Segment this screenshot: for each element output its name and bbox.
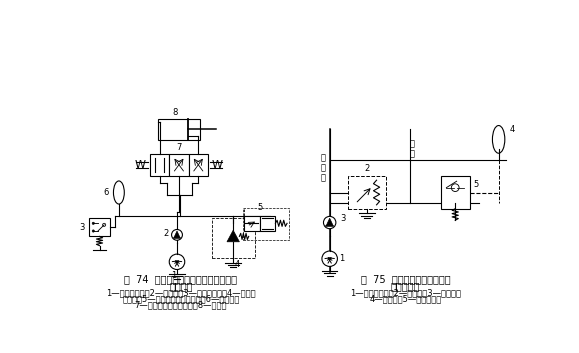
- Polygon shape: [174, 231, 180, 238]
- Circle shape: [92, 222, 94, 225]
- Text: 7: 7: [176, 143, 182, 152]
- Text: 2: 2: [163, 229, 168, 238]
- Ellipse shape: [492, 126, 505, 153]
- Text: 加载回路: 加载回路: [169, 281, 193, 291]
- Text: 4: 4: [234, 259, 240, 269]
- Bar: [347, 176, 386, 209]
- Bar: [244, 216, 260, 231]
- Text: 3: 3: [340, 214, 346, 223]
- Circle shape: [169, 254, 185, 269]
- Circle shape: [324, 216, 336, 229]
- Text: 溢流阀；5—二位二通电磁换向阀；6—蓄能器；: 溢流阀；5—二位二通电磁换向阀；6—蓄能器；: [122, 294, 240, 303]
- Text: 5: 5: [474, 180, 479, 189]
- Bar: [441, 176, 470, 209]
- Text: 图  75  用压力继电器控制顺序: 图 75 用压力继电器控制顺序: [361, 274, 450, 284]
- Text: 图  74  用压力继电器的液压泵的卸荷与: 图 74 用压力继电器的液压泵的卸荷与: [124, 274, 237, 284]
- Bar: [243, 208, 290, 240]
- Text: 1—定量液压泵；2—溢流阀；3—单向阀；: 1—定量液压泵；2—溢流阀；3—单向阀；: [350, 288, 461, 297]
- Bar: [260, 216, 276, 231]
- Text: 7—三位四通电磁换向阀；8—液压缸: 7—三位四通电磁换向阀；8—液压缸: [135, 300, 227, 310]
- Text: 3: 3: [80, 223, 85, 232]
- Text: 2: 2: [364, 164, 369, 173]
- Text: W: W: [135, 160, 146, 170]
- Bar: [169, 154, 189, 175]
- Text: 4: 4: [510, 125, 515, 134]
- Polygon shape: [227, 230, 239, 242]
- Text: 4—蓄能器；5—压力继电器: 4—蓄能器；5—压力继电器: [369, 294, 442, 303]
- Text: 1: 1: [339, 254, 345, 263]
- Text: 6: 6: [104, 188, 109, 197]
- Text: 5: 5: [257, 203, 262, 213]
- Circle shape: [322, 251, 338, 267]
- Bar: [189, 154, 208, 175]
- Text: 支
路: 支 路: [409, 139, 415, 158]
- Text: 动作的回路: 动作的回路: [391, 281, 420, 291]
- Text: W: W: [212, 160, 223, 170]
- Text: 8: 8: [173, 108, 178, 117]
- Bar: [150, 154, 169, 175]
- Text: 1: 1: [171, 271, 177, 280]
- Circle shape: [92, 230, 94, 232]
- Polygon shape: [326, 218, 333, 226]
- Ellipse shape: [113, 181, 124, 204]
- Circle shape: [171, 229, 182, 240]
- Bar: [212, 218, 255, 258]
- Text: 1—定量液压泵；2—单向阀；3—压力继电器；4—先导式: 1—定量液压泵；2—单向阀；3—压力继电器；4—先导式: [106, 288, 256, 297]
- Text: 主
油
路: 主 油 路: [321, 153, 326, 183]
- Bar: [89, 218, 109, 237]
- Bar: [157, 119, 200, 140]
